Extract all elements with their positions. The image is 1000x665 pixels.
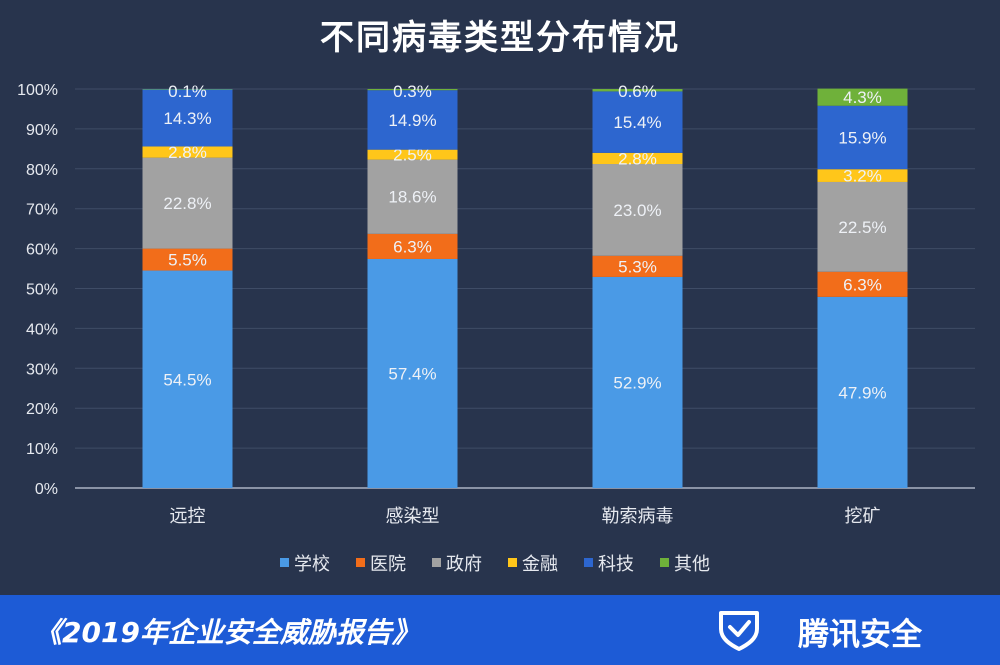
data-label: 3.2% [843, 167, 882, 186]
y-tick-label: 0% [35, 481, 58, 498]
y-tick-label: 20% [26, 401, 58, 418]
y-tick-label: 100% [17, 82, 58, 99]
bar-segment [592, 91, 683, 153]
brand-name: 腾讯安全 [798, 617, 922, 653]
legend-swatch [280, 558, 289, 567]
legend-swatch [584, 558, 593, 567]
bar-segment [142, 157, 233, 249]
bar-segment [142, 248, 233, 271]
legend-label: 学校 [294, 554, 330, 575]
bar-segment [817, 105, 908, 170]
bar-segment [592, 276, 683, 488]
data-label: 2.8% [168, 143, 207, 162]
data-label: 15.4% [613, 113, 661, 132]
bar-segment [367, 149, 458, 160]
data-label: 14.3% [163, 109, 211, 128]
x-tick-label: 挖矿 [845, 506, 881, 527]
x-tick-label: 勒索病毒 [602, 506, 674, 527]
y-tick-label: 60% [26, 242, 58, 259]
legend-swatch [660, 558, 669, 567]
y-tick-label: 80% [26, 162, 58, 179]
bar-segment [142, 270, 233, 488]
bar-segment [142, 89, 233, 147]
chart-plot: 0% 10% 20% 30% 40% 50% 60% 70% 80% 90% 100% 54.5% 5.… [17, 82, 975, 575]
bar-segment [817, 181, 908, 272]
bar-segment [367, 159, 458, 234]
data-label: 5.5% [168, 251, 207, 270]
data-label: 5.3% [618, 257, 657, 276]
bar-segment [592, 255, 683, 277]
data-label: 0.6% [618, 82, 657, 101]
chart-title: 不同病毒类型分布情况 [320, 18, 680, 58]
bar-segment [817, 169, 908, 182]
data-label: 0.3% [393, 82, 432, 101]
data-label: 2.5% [393, 146, 432, 165]
data-label: 14.9% [388, 111, 436, 130]
y-tick-label: 70% [26, 202, 58, 219]
bar-segment [592, 152, 683, 165]
bar-segment [817, 296, 908, 488]
data-label: 22.5% [838, 218, 886, 237]
bar-segment [367, 90, 458, 150]
bar-segment [367, 258, 458, 488]
data-label: 6.3% [393, 237, 432, 256]
bar-segment [817, 271, 908, 297]
data-label: 57.4% [388, 364, 436, 383]
report-title: 《2019年企业安全威胁报告》 [34, 616, 420, 649]
bar-segment [592, 89, 683, 92]
data-label: 18.6% [388, 188, 436, 207]
footer-banner: 《2019年企业安全威胁报告》 腾讯安全 [0, 595, 1000, 665]
legend-swatch [508, 558, 517, 567]
data-label: 2.8% [618, 149, 657, 168]
data-label: 0.1% [168, 82, 207, 101]
data-label: 15.9% [838, 128, 886, 147]
legend-label: 金融 [522, 554, 558, 575]
legend-label: 其他 [674, 554, 710, 575]
x-tick-label: 感染型 [386, 506, 440, 527]
legend-label: 政府 [446, 554, 482, 575]
legend-label: 医院 [370, 554, 406, 575]
data-label: 6.3% [843, 275, 882, 294]
data-label: 54.5% [163, 370, 211, 389]
y-tick-label: 50% [26, 282, 58, 299]
data-label: 4.3% [843, 88, 882, 107]
bar-segment [592, 164, 683, 256]
y-tick-label: 90% [26, 122, 58, 139]
x-tick-label: 远控 [170, 506, 206, 527]
legend-swatch [432, 558, 441, 567]
y-tick-label: 40% [26, 321, 58, 338]
bar-segment [817, 88, 908, 106]
data-label: 22.8% [163, 194, 211, 213]
y-tick-label: 10% [26, 441, 58, 458]
legend-label: 科技 [598, 554, 634, 575]
y-tick-label: 30% [26, 361, 58, 378]
data-label: 23.0% [613, 201, 661, 220]
data-label: 47.9% [838, 383, 886, 402]
data-label: 52.9% [613, 373, 661, 392]
bar-segment [142, 89, 233, 90]
bar-segment [367, 89, 458, 91]
shield-check-icon [719, 611, 759, 651]
bar-segment [142, 146, 233, 158]
bar-segment [367, 233, 458, 259]
legend-swatch [356, 558, 365, 567]
